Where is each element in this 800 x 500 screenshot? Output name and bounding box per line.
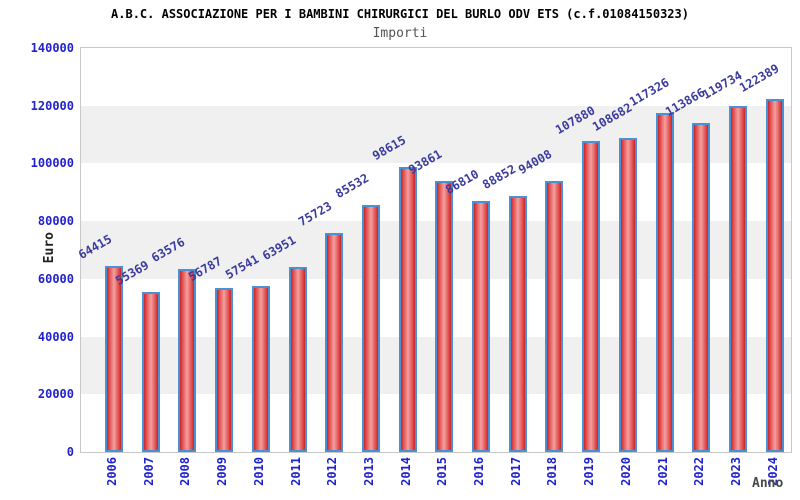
grid-band — [81, 48, 791, 106]
x-tick-label: 2016 — [472, 457, 486, 486]
x-tick-label: 2014 — [398, 457, 413, 486]
x-tick-label: 2019 — [582, 457, 597, 486]
y-tick-label: 60000 — [37, 271, 74, 286]
bar — [435, 181, 454, 452]
bar — [361, 205, 380, 452]
y-tick-label: 100000 — [30, 156, 74, 171]
x-tick-label: 2006 — [105, 457, 119, 486]
bar — [692, 123, 711, 452]
x-tick-label: 2017 — [508, 457, 523, 486]
y-tick-label: 0 — [66, 445, 74, 459]
bar — [472, 201, 490, 452]
bar — [105, 266, 123, 452]
x-tick-label: 2023 — [728, 457, 743, 486]
x-axis-title: Anno — [752, 476, 784, 491]
y-tick-label: 140000 — [30, 41, 74, 55]
bar — [141, 292, 160, 452]
chart-title: A.B.C. ASSOCIAZIONE PER I BAMBINI CHIRUR… — [111, 7, 689, 21]
x-tick-label: 2022 — [692, 457, 707, 486]
bar — [178, 269, 197, 452]
x-tick-label: 2007 — [141, 457, 156, 486]
x-tick-label: 2009 — [215, 457, 230, 486]
bar — [545, 181, 564, 452]
bar — [618, 138, 637, 452]
bar — [288, 267, 307, 452]
bar — [582, 141, 601, 452]
x-tick-label: 2012 — [325, 457, 340, 486]
x-tick-label: 2018 — [545, 457, 560, 486]
x-tick-label: 2021 — [655, 457, 670, 486]
chart-subtitle: Importi — [372, 26, 428, 41]
bar — [215, 288, 234, 452]
x-tick-label: 2010 — [251, 457, 266, 486]
bar — [508, 196, 527, 452]
bar — [765, 99, 784, 452]
y-axis-title: Euro — [42, 232, 57, 264]
y-tick-label: 80000 — [37, 214, 74, 229]
x-tick-label: 2015 — [435, 457, 450, 486]
y-tick-label: 20000 — [37, 387, 74, 402]
x-tick-label: 2011 — [288, 457, 303, 486]
x-tick-label: 2020 — [618, 457, 633, 486]
x-tick-label: 2013 — [361, 457, 376, 486]
bar — [251, 286, 270, 452]
bar — [325, 233, 344, 452]
bar — [398, 167, 417, 452]
plot-area: 64415 55369 63576 56787 57541 63951 75723 85532… — [76, 47, 792, 453]
bar — [655, 113, 674, 452]
bar — [728, 106, 747, 452]
y-tick-label: 120000 — [30, 98, 74, 113]
y-tick-label: 40000 — [37, 329, 74, 344]
x-tick-label: 2008 — [178, 457, 193, 486]
